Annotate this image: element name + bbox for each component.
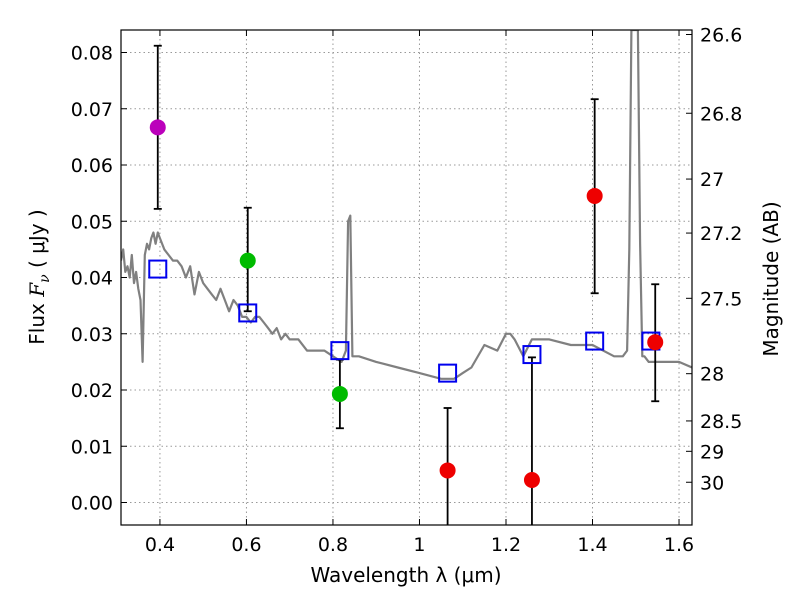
y-axis-title-subscript: ν <box>37 274 53 283</box>
y-axis-title-symbol: F <box>25 282 49 298</box>
mag-tick-label: 28 <box>700 364 724 386</box>
observed-point <box>331 385 348 402</box>
model-point <box>330 341 350 361</box>
mag-tick-label: 27 <box>700 169 724 191</box>
y-tick-label: 0.00 <box>71 493 113 515</box>
mag-tick-label: 28.5 <box>700 411 742 433</box>
model-point <box>148 259 168 279</box>
observed-point <box>439 462 456 479</box>
y-tick-label: 0.06 <box>71 155 113 177</box>
observed-point <box>586 187 603 204</box>
x-tick-label: 0.8 <box>318 534 348 556</box>
sed-template-line <box>121 30 692 380</box>
x-tick-label: 0.6 <box>231 534 261 556</box>
model-point <box>238 303 258 323</box>
y-axis-title-prefix: Flux <box>25 297 49 345</box>
y-tick-label: 0.08 <box>71 43 113 65</box>
mag-tick-label: 26.6 <box>700 25 742 47</box>
mag-tick-label: 27.5 <box>700 288 742 310</box>
y-tick-label: 0.03 <box>71 324 113 346</box>
model-band-fluxes <box>148 259 661 383</box>
mag-tick-label: 29 <box>700 441 724 463</box>
y-axis-title: Flux Fν ( μJy ) <box>25 209 53 344</box>
observed-point <box>239 252 256 269</box>
observed-points <box>149 119 664 488</box>
y-tick-label: 0.07 <box>71 99 113 121</box>
y-tick-label: 0.02 <box>71 380 113 402</box>
mag-tick-label: 27.2 <box>700 223 742 245</box>
y-tick-label: 0.05 <box>71 211 113 233</box>
x-tick-label: 1 <box>413 534 425 556</box>
sed-template-layer <box>121 30 692 380</box>
x-tick-label: 1.4 <box>577 534 607 556</box>
x-tick-label: 1.6 <box>664 534 694 556</box>
axis-ticks <box>121 30 692 525</box>
model-point <box>438 363 458 383</box>
y-axis-title-unit: ( μJy ) <box>25 209 49 274</box>
y-tick-label: 0.04 <box>71 268 113 290</box>
grid-lines <box>121 30 692 525</box>
x-tick-label: 0.4 <box>145 534 175 556</box>
error-bars <box>153 44 660 525</box>
observed-point <box>149 119 166 136</box>
x-axis-title: Wavelength λ (μm) <box>310 563 501 587</box>
mag-tick-label: 30 <box>700 472 724 494</box>
observed-point <box>647 334 664 351</box>
y2-axis-title: Magnitude (AB) <box>759 201 783 356</box>
mag-tick-label: 26.8 <box>700 103 742 125</box>
model-point <box>522 345 542 365</box>
observed-point <box>523 472 540 488</box>
tick-labels: 0.4 0.6 0.8 1 1.2 1.4 1.6 0.00 0.01 0.02 0.03 0.04 0… <box>71 25 743 557</box>
y-tick-label: 0.01 <box>71 436 113 458</box>
x-tick-label: 1.2 <box>491 534 521 556</box>
model-point <box>585 331 605 351</box>
